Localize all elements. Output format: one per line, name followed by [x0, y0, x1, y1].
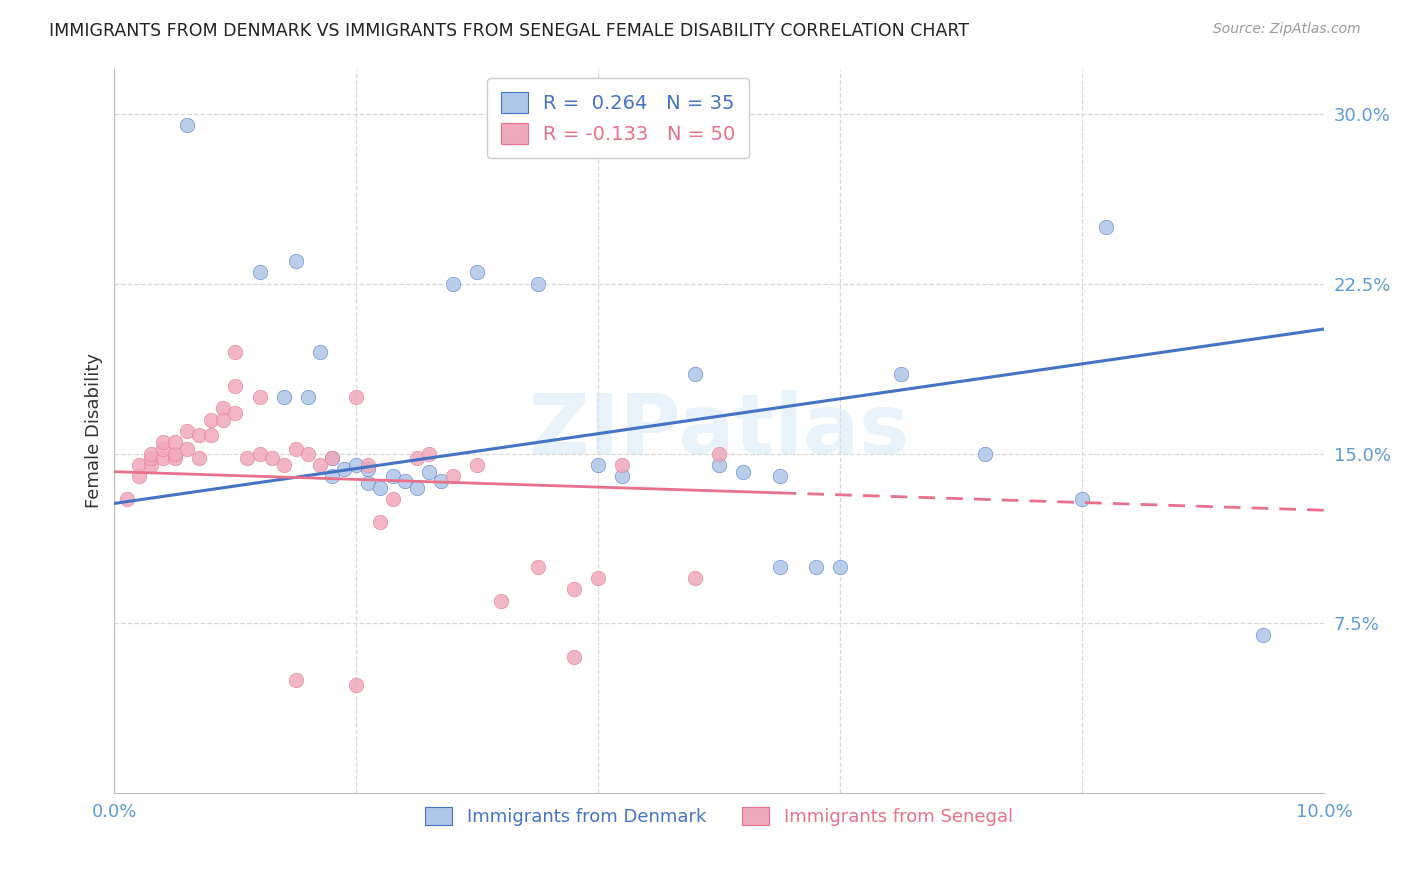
Text: Source: ZipAtlas.com: Source: ZipAtlas.com	[1213, 22, 1361, 37]
Point	[405, 451, 427, 466]
Point	[441, 469, 464, 483]
Point	[273, 390, 295, 404]
Point	[394, 474, 416, 488]
Point	[297, 447, 319, 461]
Point	[418, 447, 440, 461]
Point	[139, 451, 162, 466]
Point	[115, 491, 138, 506]
Point	[612, 469, 634, 483]
Point	[309, 344, 332, 359]
Point	[224, 344, 246, 359]
Point	[830, 559, 852, 574]
Point	[284, 673, 307, 687]
Text: ZIPatlas: ZIPatlas	[529, 391, 910, 472]
Point	[128, 458, 150, 472]
Text: IMMIGRANTS FROM DENMARK VS IMMIGRANTS FROM SENEGAL FEMALE DISABILITY CORRELATION: IMMIGRANTS FROM DENMARK VS IMMIGRANTS FR…	[49, 22, 969, 40]
Point	[526, 277, 548, 291]
Point	[212, 401, 235, 416]
Legend: Immigrants from Denmark, Immigrants from Senegal: Immigrants from Denmark, Immigrants from…	[416, 798, 1022, 835]
Point	[297, 390, 319, 404]
Point	[273, 458, 295, 472]
Point	[465, 458, 488, 472]
Point	[890, 368, 912, 382]
Point	[405, 481, 427, 495]
Point	[465, 265, 488, 279]
Point	[321, 469, 343, 483]
Point	[224, 378, 246, 392]
Point	[707, 447, 730, 461]
Point	[176, 442, 198, 456]
Point	[1253, 628, 1275, 642]
Point	[357, 458, 380, 472]
Point	[804, 559, 827, 574]
Point	[333, 462, 356, 476]
Point	[224, 406, 246, 420]
Point	[152, 442, 174, 456]
Point	[344, 678, 367, 692]
Point	[212, 412, 235, 426]
Point	[188, 451, 211, 466]
Point	[441, 277, 464, 291]
Point	[176, 424, 198, 438]
Point	[370, 515, 392, 529]
Point	[612, 458, 634, 472]
Point	[1071, 491, 1094, 506]
Point	[381, 469, 404, 483]
Point	[200, 428, 222, 442]
Point	[176, 118, 198, 132]
Point	[139, 447, 162, 461]
Point	[321, 451, 343, 466]
Point	[707, 458, 730, 472]
Y-axis label: Female Disability: Female Disability	[86, 353, 103, 508]
Point	[321, 451, 343, 466]
Point	[586, 458, 609, 472]
Point	[152, 451, 174, 466]
Point	[249, 390, 271, 404]
Point	[370, 481, 392, 495]
Point	[163, 451, 186, 466]
Point	[249, 265, 271, 279]
Point	[139, 458, 162, 472]
Point	[163, 435, 186, 450]
Point	[249, 447, 271, 461]
Point	[491, 594, 513, 608]
Point	[418, 465, 440, 479]
Point	[236, 451, 259, 466]
Point	[586, 571, 609, 585]
Point	[284, 254, 307, 268]
Point	[357, 462, 380, 476]
Point	[430, 474, 453, 488]
Point	[733, 465, 755, 479]
Point	[344, 390, 367, 404]
Point	[562, 650, 585, 665]
Point	[260, 451, 283, 466]
Point	[309, 458, 332, 472]
Point	[683, 571, 706, 585]
Point	[200, 412, 222, 426]
Point	[974, 447, 997, 461]
Point	[526, 559, 548, 574]
Point	[769, 559, 792, 574]
Point	[769, 469, 792, 483]
Point	[128, 469, 150, 483]
Point	[381, 491, 404, 506]
Point	[152, 435, 174, 450]
Point	[683, 368, 706, 382]
Point	[344, 458, 367, 472]
Point	[163, 447, 186, 461]
Point	[357, 476, 380, 491]
Point	[188, 428, 211, 442]
Point	[1095, 220, 1118, 235]
Point	[562, 582, 585, 597]
Point	[284, 442, 307, 456]
